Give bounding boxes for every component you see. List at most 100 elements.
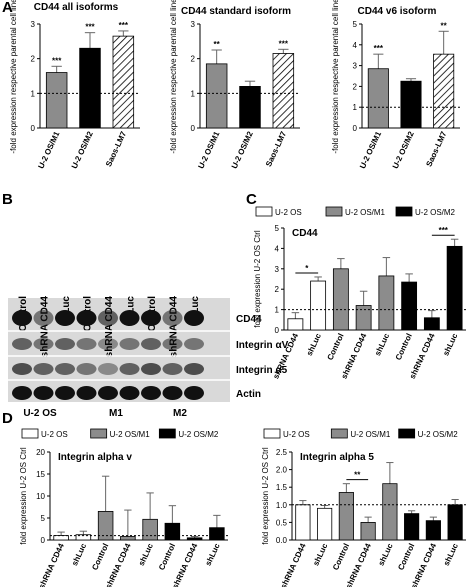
legend-label: U-2 OS/M1 [345,208,386,217]
y-tick-label: 2 [275,285,280,294]
bar [209,527,225,541]
y-axis-label: -fold expression respective parental cel… [9,0,18,154]
bar [404,513,420,541]
legend-label: U-2 OS/M1 [350,430,391,439]
y-tick-label: 5 [41,514,46,523]
blot-band [98,310,118,326]
blot-band [33,386,54,400]
bar [382,483,398,541]
y-tick-label: 3 [275,265,280,274]
bar [433,53,455,129]
significance: *** [52,56,62,65]
x-tick-label: shLuc [137,542,155,568]
x-tick-label: shRNA CD44 [37,542,66,587]
y-axis-label: fold expression U-2 OS Ctrl [261,447,270,545]
x-tick-label: Saos-LM7 [104,130,128,169]
x-tick-label: shLuc [311,542,329,568]
bar [186,537,203,541]
y-tick-label: 2.0 [276,466,288,475]
legend-swatch [325,206,343,217]
blot-band [55,386,75,400]
legend-label: U-2 OS [283,430,310,439]
y-tick-label: 0 [41,536,46,545]
blot-band [33,310,54,326]
bar [400,80,422,129]
legend-swatch [158,428,176,439]
y-tick-label: 5 [275,224,280,233]
bar [239,86,261,129]
legend-swatch [90,428,108,439]
y-tick-label: 1 [353,103,358,112]
blot-band [76,338,97,350]
blot-band [76,363,97,375]
bar [338,492,354,541]
significance: *** [119,21,129,30]
legend-swatch [21,428,39,439]
blot-band [162,386,183,400]
legend-swatch [398,428,416,439]
x-tick-label: U-2 OS/M1 [196,130,221,171]
legend-label: U-2 OS [275,208,302,217]
legend-label: U-2 OS [41,430,68,439]
x-tick-label: Saos-LM7 [424,130,448,169]
y-tick-label: 1.5 [276,483,288,492]
x-tick-label: shLuc [377,542,395,568]
blot-band [33,363,54,375]
y-tick-label: 4 [275,244,280,253]
y-tick-label: 2.5 [276,448,288,457]
significance: ** [354,471,361,480]
y-tick-label: 0 [31,124,36,133]
y-axis-label: -fold expression respective parental cel… [169,0,178,154]
bar [45,72,68,129]
group-label: M1 [109,408,123,419]
bar [446,245,463,331]
y-tick-label: 15 [36,470,45,479]
blot-band [184,363,204,375]
bar [142,518,158,541]
legend-swatch [330,428,348,439]
y-tick-label: 3 [353,62,358,71]
x-tick-label: U-2 OS/M2 [230,130,255,171]
blot-band [98,386,118,400]
blot-band [141,338,161,350]
legend-label: U-2 OS/M1 [110,430,151,439]
lane-label: shRNA CD44 [40,296,51,358]
blot-band [184,310,204,326]
panel-label: B [2,191,13,208]
bar [79,47,101,129]
bar [447,504,463,541]
chart-title: CD44 v6 isoform [358,6,437,17]
panel-label: C [246,191,257,208]
y-tick-label: 1 [275,306,280,315]
x-tick-label: U-2 OS/M2 [391,130,416,171]
bar [360,522,376,541]
bar [295,504,311,541]
blot-band [98,363,118,375]
bar [112,35,135,129]
bar [287,318,304,331]
band-label: Integrin αV [236,340,289,351]
blot-band [141,363,161,375]
bar [425,520,441,541]
blot-band [76,386,97,400]
blot-band [162,338,183,350]
x-tick-label: shLuc [442,542,460,568]
chart-title: CD44 [292,228,318,239]
blot-band [141,386,161,400]
group-label: M2 [173,408,187,419]
bar [310,280,327,331]
bar [272,53,295,129]
blot-band [119,310,140,326]
y-axis-label: fold expression U-2 OS Ctrl [19,447,28,545]
blot-band [162,363,183,375]
significance: ** [214,40,221,49]
y-tick-label: 4 [353,41,358,50]
y-tick-label: 0 [275,326,280,335]
y-tick-label: 20 [36,448,45,457]
x-tick-label: shLuc [373,332,391,358]
y-tick-label: 1 [31,89,36,98]
panel-label: D [2,410,13,427]
bar [355,305,372,331]
bar [205,63,228,129]
